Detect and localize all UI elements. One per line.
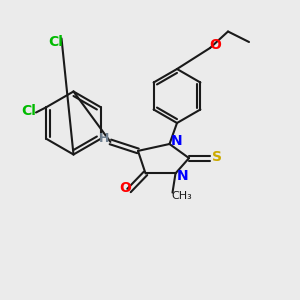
Text: S: S — [212, 150, 222, 164]
Text: N: N — [176, 169, 188, 183]
Text: O: O — [119, 181, 131, 195]
Text: H: H — [99, 132, 109, 146]
Text: Cl: Cl — [21, 104, 36, 118]
Text: CH₃: CH₃ — [171, 191, 192, 201]
Text: Cl: Cl — [48, 35, 63, 49]
Text: O: O — [209, 38, 221, 52]
Text: N: N — [170, 134, 182, 148]
